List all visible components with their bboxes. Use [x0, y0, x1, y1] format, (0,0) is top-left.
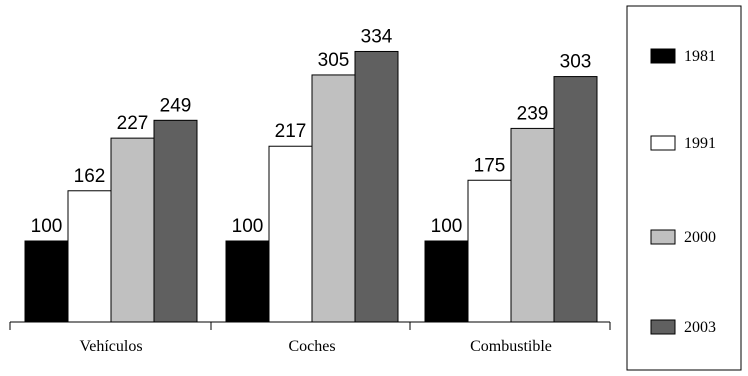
value-label: 334 [361, 26, 393, 47]
value-label: 217 [275, 121, 307, 142]
bar-coches-1991 [268, 145, 313, 323]
value-label: 227 [117, 113, 149, 134]
value-label: 162 [74, 166, 106, 187]
bar-vehiculos-1981 [24, 240, 69, 323]
legend-label: 1991 [684, 135, 716, 152]
value-label: 100 [431, 216, 463, 237]
x-axis: Vehículos Coches Combustible [9, 321, 611, 355]
value-label: 249 [160, 95, 192, 116]
legend-swatch-2000 [650, 229, 676, 245]
bar-combustible-2003 [553, 76, 598, 323]
bar-coches-2000 [311, 74, 356, 323]
value-label: 100 [232, 216, 264, 237]
bars-layer [24, 50, 598, 323]
bar-coches-2003 [354, 50, 399, 323]
legend-label: 1981 [684, 48, 716, 65]
bar-combustible-1981 [424, 240, 469, 323]
bar-vehiculos-2003 [153, 119, 198, 323]
legend-label: 2003 [684, 319, 716, 336]
bar-combustible-2000 [510, 127, 555, 323]
bar-coches-1981 [225, 240, 270, 323]
category-label: Combustible [470, 338, 552, 355]
category-label: Vehículos [79, 338, 142, 355]
value-label: 239 [517, 103, 549, 124]
value-label: 303 [560, 52, 592, 73]
category-label: Coches [288, 338, 335, 355]
legend-swatch-2003 [650, 319, 676, 335]
value-label: 305 [318, 50, 350, 71]
legend-swatch-1991 [650, 135, 676, 151]
legend: 1981 1991 2000 2003 [626, 5, 742, 371]
legend-label: 2000 [684, 229, 716, 246]
bar-vehiculos-2000 [110, 137, 155, 323]
value-label: 175 [474, 155, 506, 176]
legend-frame [626, 5, 742, 371]
bar-combustible-1991 [467, 179, 512, 323]
bar-vehiculos-1991 [67, 190, 112, 323]
value-labels-layer: 100 162 227 249 100 217 305 334 100 175 239 303 [31, 26, 592, 237]
legend-swatch-1981 [650, 48, 676, 64]
value-label: 100 [31, 216, 63, 237]
